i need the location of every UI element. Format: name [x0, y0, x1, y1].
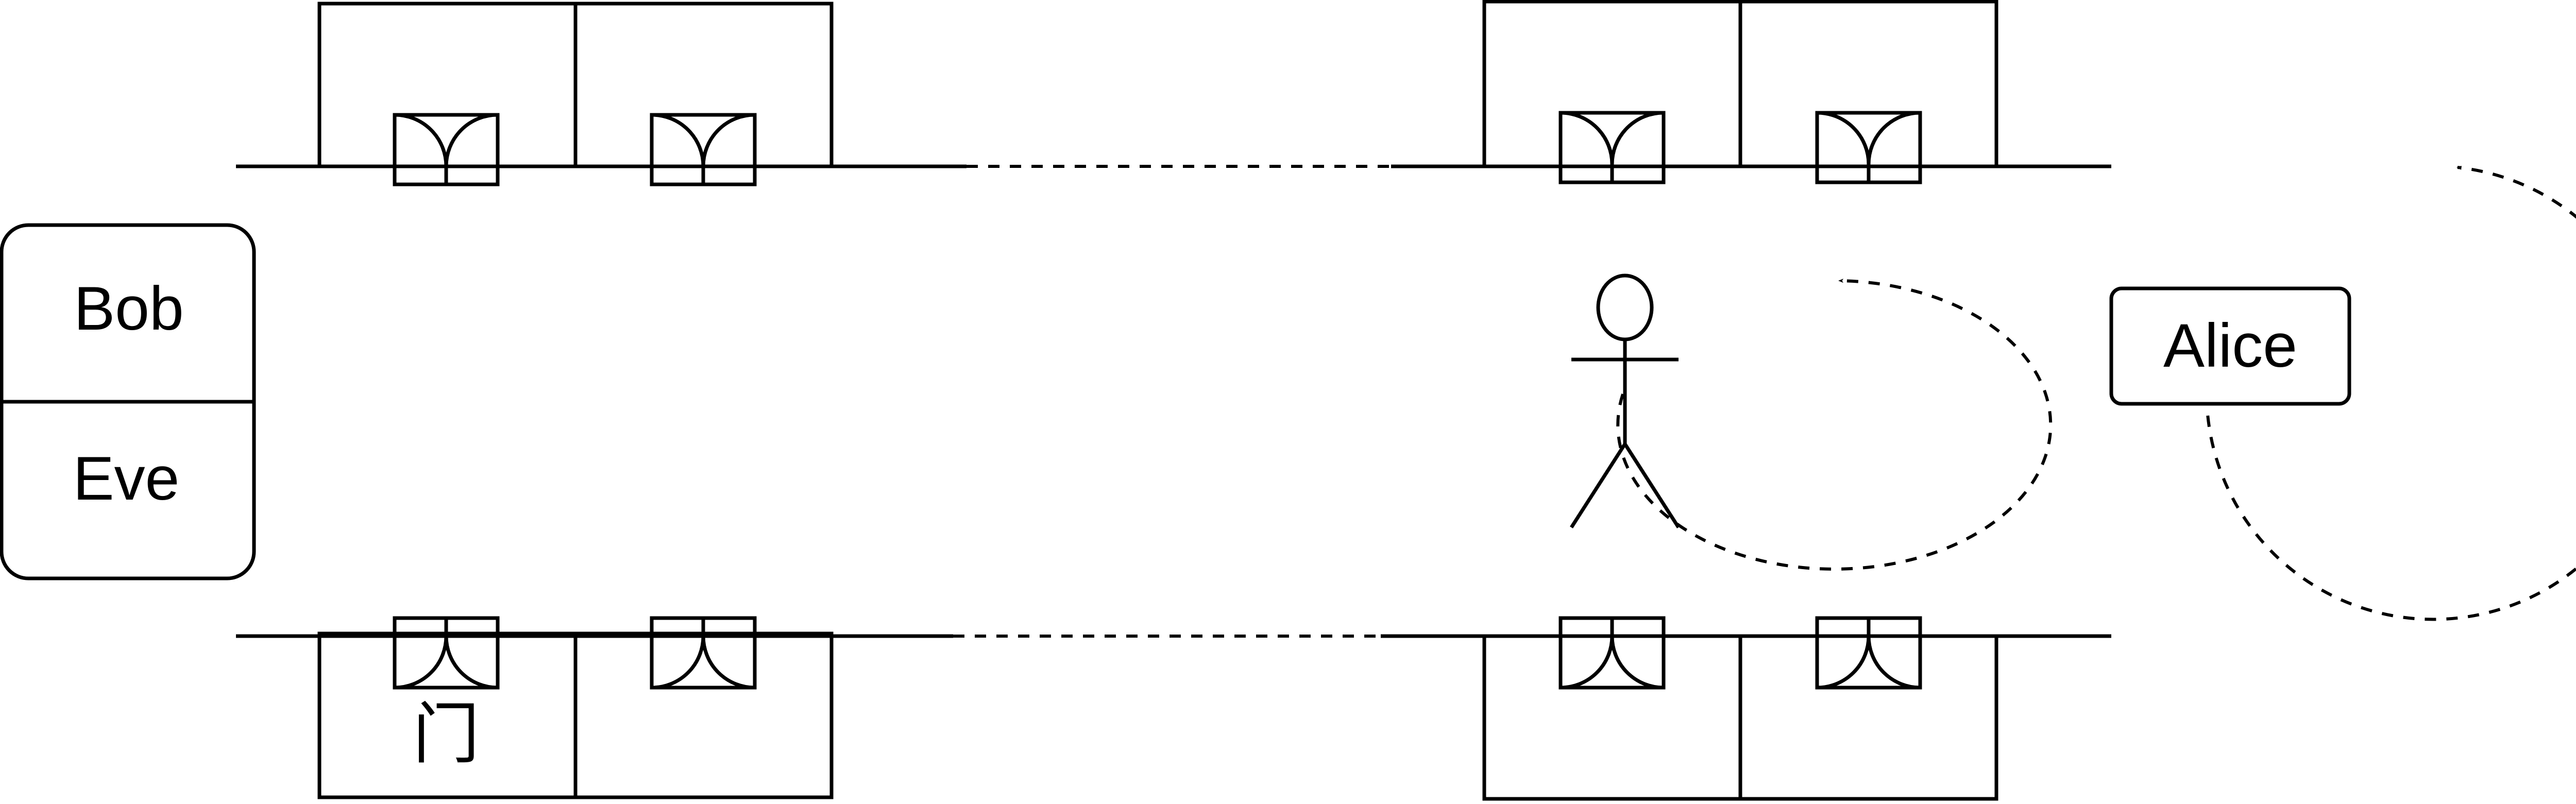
door-icon[interactable]	[650, 113, 757, 186]
actor-head	[1596, 273, 1654, 341]
room-bottom-2	[573, 631, 834, 799]
door-icon[interactable]	[393, 113, 500, 186]
alice-box	[2109, 286, 2351, 406]
loop-ellipse-arrow	[1616, 279, 2053, 571]
alice-node[interactable]: Alice	[2109, 286, 2351, 406]
actor-stick-figure[interactable]	[1570, 273, 1680, 528]
door-caption: 门	[413, 696, 480, 772]
door-icon[interactable]	[1815, 111, 1922, 184]
room-top-4	[1738, 0, 1998, 168]
bottom-rooms	[317, 631, 1998, 801]
door-icon[interactable]	[1815, 616, 1922, 690]
actor-right-leg	[1623, 443, 1680, 528]
top-rooms	[317, 0, 1998, 168]
room-top-2	[573, 2, 834, 168]
room-top-3	[1482, 0, 1742, 168]
actor-left-leg	[1570, 443, 1626, 528]
room-bottom-4	[1738, 634, 1998, 801]
bottom-doors	[393, 616, 1922, 690]
bus-stack[interactable]: Bob Eve	[0, 223, 256, 580]
door-icon[interactable]	[1558, 616, 1666, 690]
eve-label: Eve	[73, 444, 180, 513]
door-icon[interactable]	[1558, 111, 1666, 184]
room-bottom-3	[1482, 634, 1742, 801]
door-icon[interactable]	[650, 616, 757, 690]
alice-label: Alice	[2163, 311, 2297, 380]
door-icon[interactable]	[393, 616, 500, 690]
top-doors	[393, 111, 1922, 186]
bob-label: Bob	[74, 274, 184, 343]
room-top-1	[317, 2, 578, 168]
